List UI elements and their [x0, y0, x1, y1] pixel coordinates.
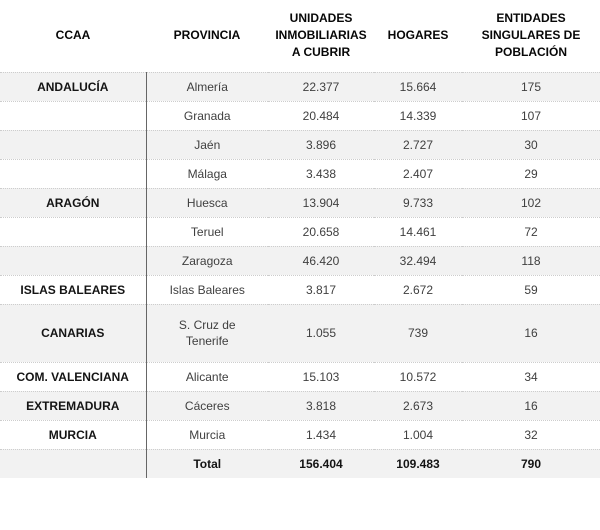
- cell-provincia: Cáceres: [146, 390, 268, 420]
- table-row: COM. VALENCIANA Alicante 15.103 10.572 34: [0, 361, 600, 391]
- cell-hogares: 10.572: [374, 361, 462, 391]
- cell-provincia: Málaga: [146, 158, 268, 188]
- cell-hogares: 14.461: [374, 216, 462, 246]
- cell-entidades: 790: [462, 448, 600, 478]
- cell-entidades: 118: [462, 245, 600, 275]
- cell-provincia: Granada: [146, 100, 268, 130]
- table-row: EXTREMADURA Cáceres 3.818 2.673 16: [0, 390, 600, 420]
- cell-hogares: 32.494: [374, 245, 462, 275]
- cell-entidades: 34: [462, 361, 600, 391]
- cell-hogares: 739: [374, 303, 462, 362]
- cell-ccaa: [0, 129, 147, 159]
- cell-unidades: 22.377: [268, 71, 374, 101]
- cell-ccaa: [0, 100, 147, 130]
- cell-entidades: 102: [462, 187, 600, 217]
- cell-provincia: Zaragoza: [146, 245, 268, 275]
- cell-entidades: 59: [462, 274, 600, 304]
- table-total-row: Total 156.404 109.483 790: [0, 448, 600, 478]
- cell-hogares: 9.733: [374, 187, 462, 217]
- table-row: MURCIA Murcia 1.434 1.004 32: [0, 419, 600, 449]
- cell-entidades: 16: [462, 390, 600, 420]
- cell-unidades: 13.904: [268, 187, 374, 217]
- cell-provincia: Total: [146, 448, 268, 478]
- cell-ccaa: [0, 245, 147, 275]
- cell-hogares: 109.483: [374, 448, 462, 478]
- cell-entidades: 16: [462, 303, 600, 362]
- cell-provincia: Jaén: [146, 129, 268, 159]
- cell-ccaa: [0, 158, 147, 188]
- cell-hogares: 2.407: [374, 158, 462, 188]
- cell-ccaa: [0, 216, 147, 246]
- cell-ccaa: CANARIAS: [0, 303, 147, 362]
- cell-entidades: 30: [462, 129, 600, 159]
- cell-ccaa: MURCIA: [0, 419, 147, 449]
- cell-unidades: 3.438: [268, 158, 374, 188]
- cell-unidades: 3.818: [268, 390, 374, 420]
- cell-unidades: 3.896: [268, 129, 374, 159]
- cell-entidades: 175: [462, 71, 600, 101]
- cell-unidades: 156.404: [268, 448, 374, 478]
- table-row: ISLAS BALEARES Islas Baleares 3.817 2.672 59: [0, 274, 600, 304]
- table-row: ARAGÓN Huesca 13.904 9.733 102: [0, 187, 600, 217]
- cell-unidades: 15.103: [268, 361, 374, 391]
- cell-entidades: 32: [462, 419, 600, 449]
- cell-unidades: 1.055: [268, 303, 374, 362]
- cell-entidades: 29: [462, 158, 600, 188]
- cell-ccaa: EXTREMADURA: [0, 390, 147, 420]
- data-table: CCAA PROVINCIA UNIDADES INMOBILIARIAS A …: [0, 0, 600, 478]
- cell-provincia: Alicante: [146, 361, 268, 391]
- table-header: CCAA PROVINCIA UNIDADES INMOBILIARIAS A …: [0, 0, 600, 72]
- table-body: ANDALUCÍA Almería 22.377 15.664 175 Granada 20…: [0, 71, 600, 478]
- cell-unidades: 20.484: [268, 100, 374, 130]
- cell-ccaa: ANDALUCÍA: [0, 71, 147, 101]
- col-header-ccaa: CCAA: [0, 0, 146, 72]
- cell-provincia: Islas Baleares: [146, 274, 268, 304]
- cell-hogares: 1.004: [374, 419, 462, 449]
- table-row: ANDALUCÍA Almería 22.377 15.664 175: [0, 71, 600, 101]
- cell-provincia: Almería: [146, 71, 268, 101]
- header-row: CCAA PROVINCIA UNIDADES INMOBILIARIAS A …: [0, 0, 600, 72]
- cell-entidades: 72: [462, 216, 600, 246]
- table-row: Zaragoza 46.420 32.494 118: [0, 245, 600, 275]
- cell-provincia: Murcia: [146, 419, 268, 449]
- cell-hogares: 2.673: [374, 390, 462, 420]
- cell-provincia: Teruel: [146, 216, 268, 246]
- cell-hogares: 14.339: [374, 100, 462, 130]
- cell-unidades: 3.817: [268, 274, 374, 304]
- cell-ccaa: COM. VALENCIANA: [0, 361, 147, 391]
- col-header-unidades: UNIDADES INMOBILIARIAS A CUBRIR: [268, 0, 374, 72]
- cell-ccaa: [0, 448, 147, 478]
- table-row: CANARIAS S. Cruz de Tenerife 1.055 739 16: [0, 303, 600, 362]
- table-row: Málaga 3.438 2.407 29: [0, 158, 600, 188]
- cell-hogares: 15.664: [374, 71, 462, 101]
- col-header-provincia: PROVINCIA: [146, 0, 268, 72]
- col-header-entidades: ENTIDADES SINGULARES DE POBLACIÓN: [462, 0, 600, 72]
- table-row: Granada 20.484 14.339 107: [0, 100, 600, 130]
- cell-provincia: S. Cruz de Tenerife: [146, 303, 268, 362]
- cell-ccaa: ISLAS BALEARES: [0, 274, 147, 304]
- cell-ccaa: ARAGÓN: [0, 187, 147, 217]
- cell-unidades: 46.420: [268, 245, 374, 275]
- cell-hogares: 2.727: [374, 129, 462, 159]
- cell-unidades: 20.658: [268, 216, 374, 246]
- cell-entidades: 107: [462, 100, 600, 130]
- col-header-hogares: HOGARES: [374, 0, 462, 72]
- table-row: Jaén 3.896 2.727 30: [0, 129, 600, 159]
- cell-unidades: 1.434: [268, 419, 374, 449]
- cell-provincia: Huesca: [146, 187, 268, 217]
- cell-hogares: 2.672: [374, 274, 462, 304]
- table-row: Teruel 20.658 14.461 72: [0, 216, 600, 246]
